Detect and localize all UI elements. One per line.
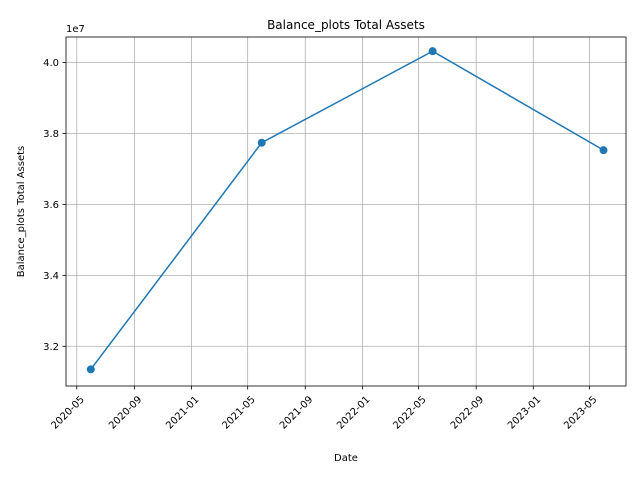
data-point xyxy=(86,365,95,374)
y-tick-label: 3.6 xyxy=(43,200,59,211)
data-point xyxy=(428,47,437,56)
y-axis-label: Balance_plots Total Assets xyxy=(16,146,27,278)
data-point xyxy=(599,146,608,155)
x-tick-label: 2022-05 xyxy=(391,394,428,431)
x-tick-label: 2020-05 xyxy=(50,394,87,431)
y-tick-label: 3.2 xyxy=(43,342,59,353)
series-layer xyxy=(86,47,608,374)
x-tick-label: 2020-09 xyxy=(107,394,144,431)
y-offset-label: 1e7 xyxy=(66,24,85,35)
data-point xyxy=(257,138,266,147)
x-tick-label: 2022-01 xyxy=(335,394,372,431)
x-tick-label: 2021-09 xyxy=(278,394,315,431)
grid-layer xyxy=(66,37,626,386)
y-tick-label: 3.8 xyxy=(43,129,59,140)
series-line xyxy=(90,50,604,370)
x-tick-label: 2023-01 xyxy=(506,394,543,431)
tick-layer: 2020-05 2020-09 2021-01 2021-05 2021-09 2022-… xyxy=(43,58,599,432)
x-axis-label: Date xyxy=(334,453,358,464)
x-tick-label: 2021-01 xyxy=(164,394,201,431)
x-tick-label: 2022-09 xyxy=(449,394,486,431)
chart-title: Balance_plots Total Assets xyxy=(267,18,425,32)
y-tick-label: 4.0 xyxy=(43,58,59,69)
x-tick-label: 2021-05 xyxy=(220,394,257,431)
x-tick-label: 2023-05 xyxy=(562,394,599,431)
plot-frame xyxy=(65,36,627,387)
y-tick-label: 3.4 xyxy=(43,271,59,282)
